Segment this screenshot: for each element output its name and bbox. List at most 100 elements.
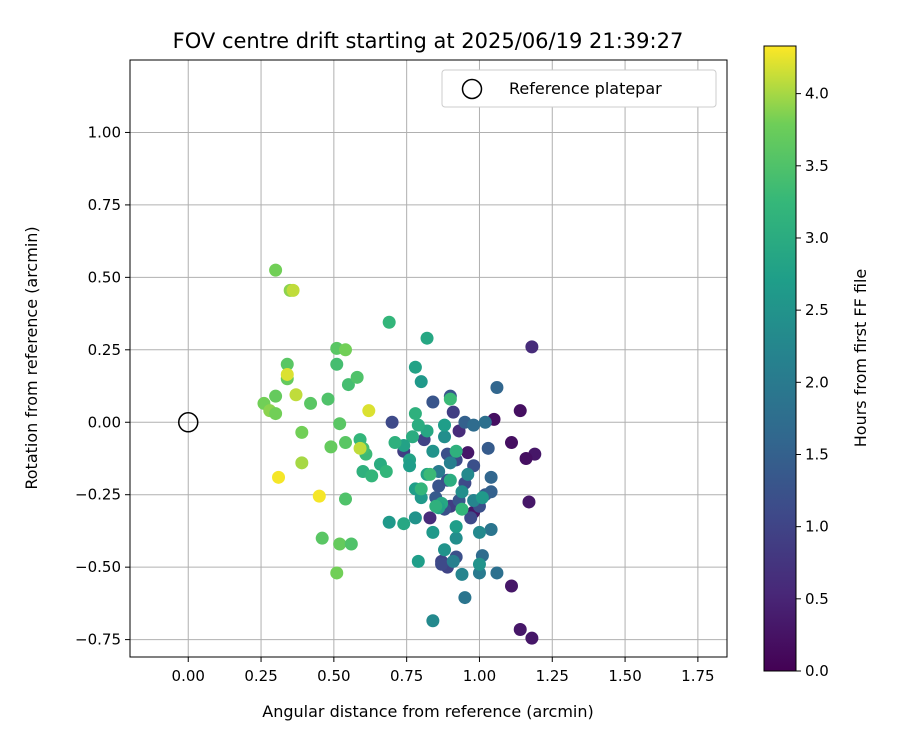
colorbar-tick-label: 4.0 [805,85,829,103]
data-point [312,489,326,503]
data-point [385,415,399,429]
data-point [513,404,527,418]
data-point [522,495,536,509]
data-point [350,370,364,384]
data-point [461,446,475,460]
data-point [339,492,353,506]
colorbar-label: Hours from first FF file [851,269,870,448]
x-tick-label: 1.75 [681,667,714,685]
data-point [408,360,422,374]
data-point [330,566,344,580]
x-tick-label: 0.00 [172,667,205,685]
data-point [426,444,440,458]
data-point [411,418,425,432]
data-point [504,579,518,593]
colorbar-tick-label: 1.0 [805,518,829,536]
data-point [330,357,344,371]
plot-area [130,60,727,657]
data-point [362,404,376,418]
data-point [295,456,309,470]
data-point [490,380,504,394]
data-point [341,378,355,392]
data-point [475,491,489,505]
colorbar: 0.0 0.5 1.0 1.5 2.0 2.5 3.0 3.5 4.0 Hours from f… [763,45,870,680]
plot-frame [129,59,728,658]
y-axis-label: Rotation from reference (arcmin) [22,226,41,489]
data-point [321,392,335,406]
data-point [423,511,437,525]
legend-label: Reference platepar [509,79,662,98]
data-point [484,470,498,484]
data-point [365,469,379,483]
data-point [414,375,428,389]
data-point [269,389,283,403]
data-point [382,315,396,329]
data-point [455,485,469,499]
data-point [280,357,294,371]
colorbar-tick-label: 3.0 [805,229,829,247]
data-point [269,407,283,421]
data-point [435,557,449,571]
data-point [525,631,539,645]
data-point [280,367,294,381]
legend-marker-icon [461,78,483,100]
data-point [438,418,452,432]
data-point [339,436,353,450]
data-point [481,441,495,455]
data-point [525,340,539,354]
y-tick-label: −0.50 [75,558,121,576]
data-point [339,343,353,357]
data-point [397,517,411,531]
data-point [438,543,452,557]
y-tick-label: 0.25 [88,341,121,359]
x-tick-label: 0.75 [390,667,423,685]
data-point [408,511,422,525]
data-point [467,418,481,432]
data-point [513,622,527,636]
x-tick-label: 1.50 [608,667,641,685]
colorbar-tick-label: 2.0 [805,373,829,391]
chart-title: FOV centre drift starting at 2025/06/19 … [173,29,684,53]
colorbar-tick-label: 0.5 [805,590,829,608]
data-point [443,456,457,470]
data-point [333,417,347,431]
x-tick-label: 0.25 [244,667,277,685]
data-point [504,436,518,450]
data-point [472,525,486,539]
colorbar-tick-label: 2.5 [805,301,829,319]
data-point [449,444,463,458]
data-point [429,499,443,513]
legend-box [441,69,717,108]
data-point [443,392,457,406]
y-axis-ticks: −0.75 −0.50 −0.25 0.00 0.25 0.50 0.75 1.00 [75,123,130,649]
y-tick-label: −0.75 [75,631,121,649]
data-point [414,482,428,496]
data-point [388,436,402,450]
scatter-points [257,263,542,645]
y-tick-label: 0.50 [88,268,121,286]
data-point [411,554,425,568]
data-point [438,430,452,444]
x-axis-label: Angular distance from reference (arcmin) [262,702,593,721]
data-point [324,440,338,454]
y-tick-label: 0.00 [88,413,121,431]
data-point [449,531,463,545]
data-point [484,522,498,536]
colorbar-tick-label: 3.5 [805,157,829,175]
data-point [449,520,463,534]
data-point [379,465,393,479]
data-point [403,459,417,473]
data-point [446,554,460,568]
data-point [333,537,347,551]
data-point [455,567,469,581]
data-point [315,531,329,545]
y-tick-label: −0.25 [75,486,121,504]
colorbar-gradient [763,45,797,672]
data-point [405,430,419,444]
data-point [353,441,367,455]
data-point [464,511,478,525]
data-point [423,467,437,481]
colorbar-ticks: 0.0 0.5 1.0 1.5 2.0 2.5 3.0 3.5 4.0 [796,85,829,680]
y-tick-label: 1.00 [88,123,121,141]
